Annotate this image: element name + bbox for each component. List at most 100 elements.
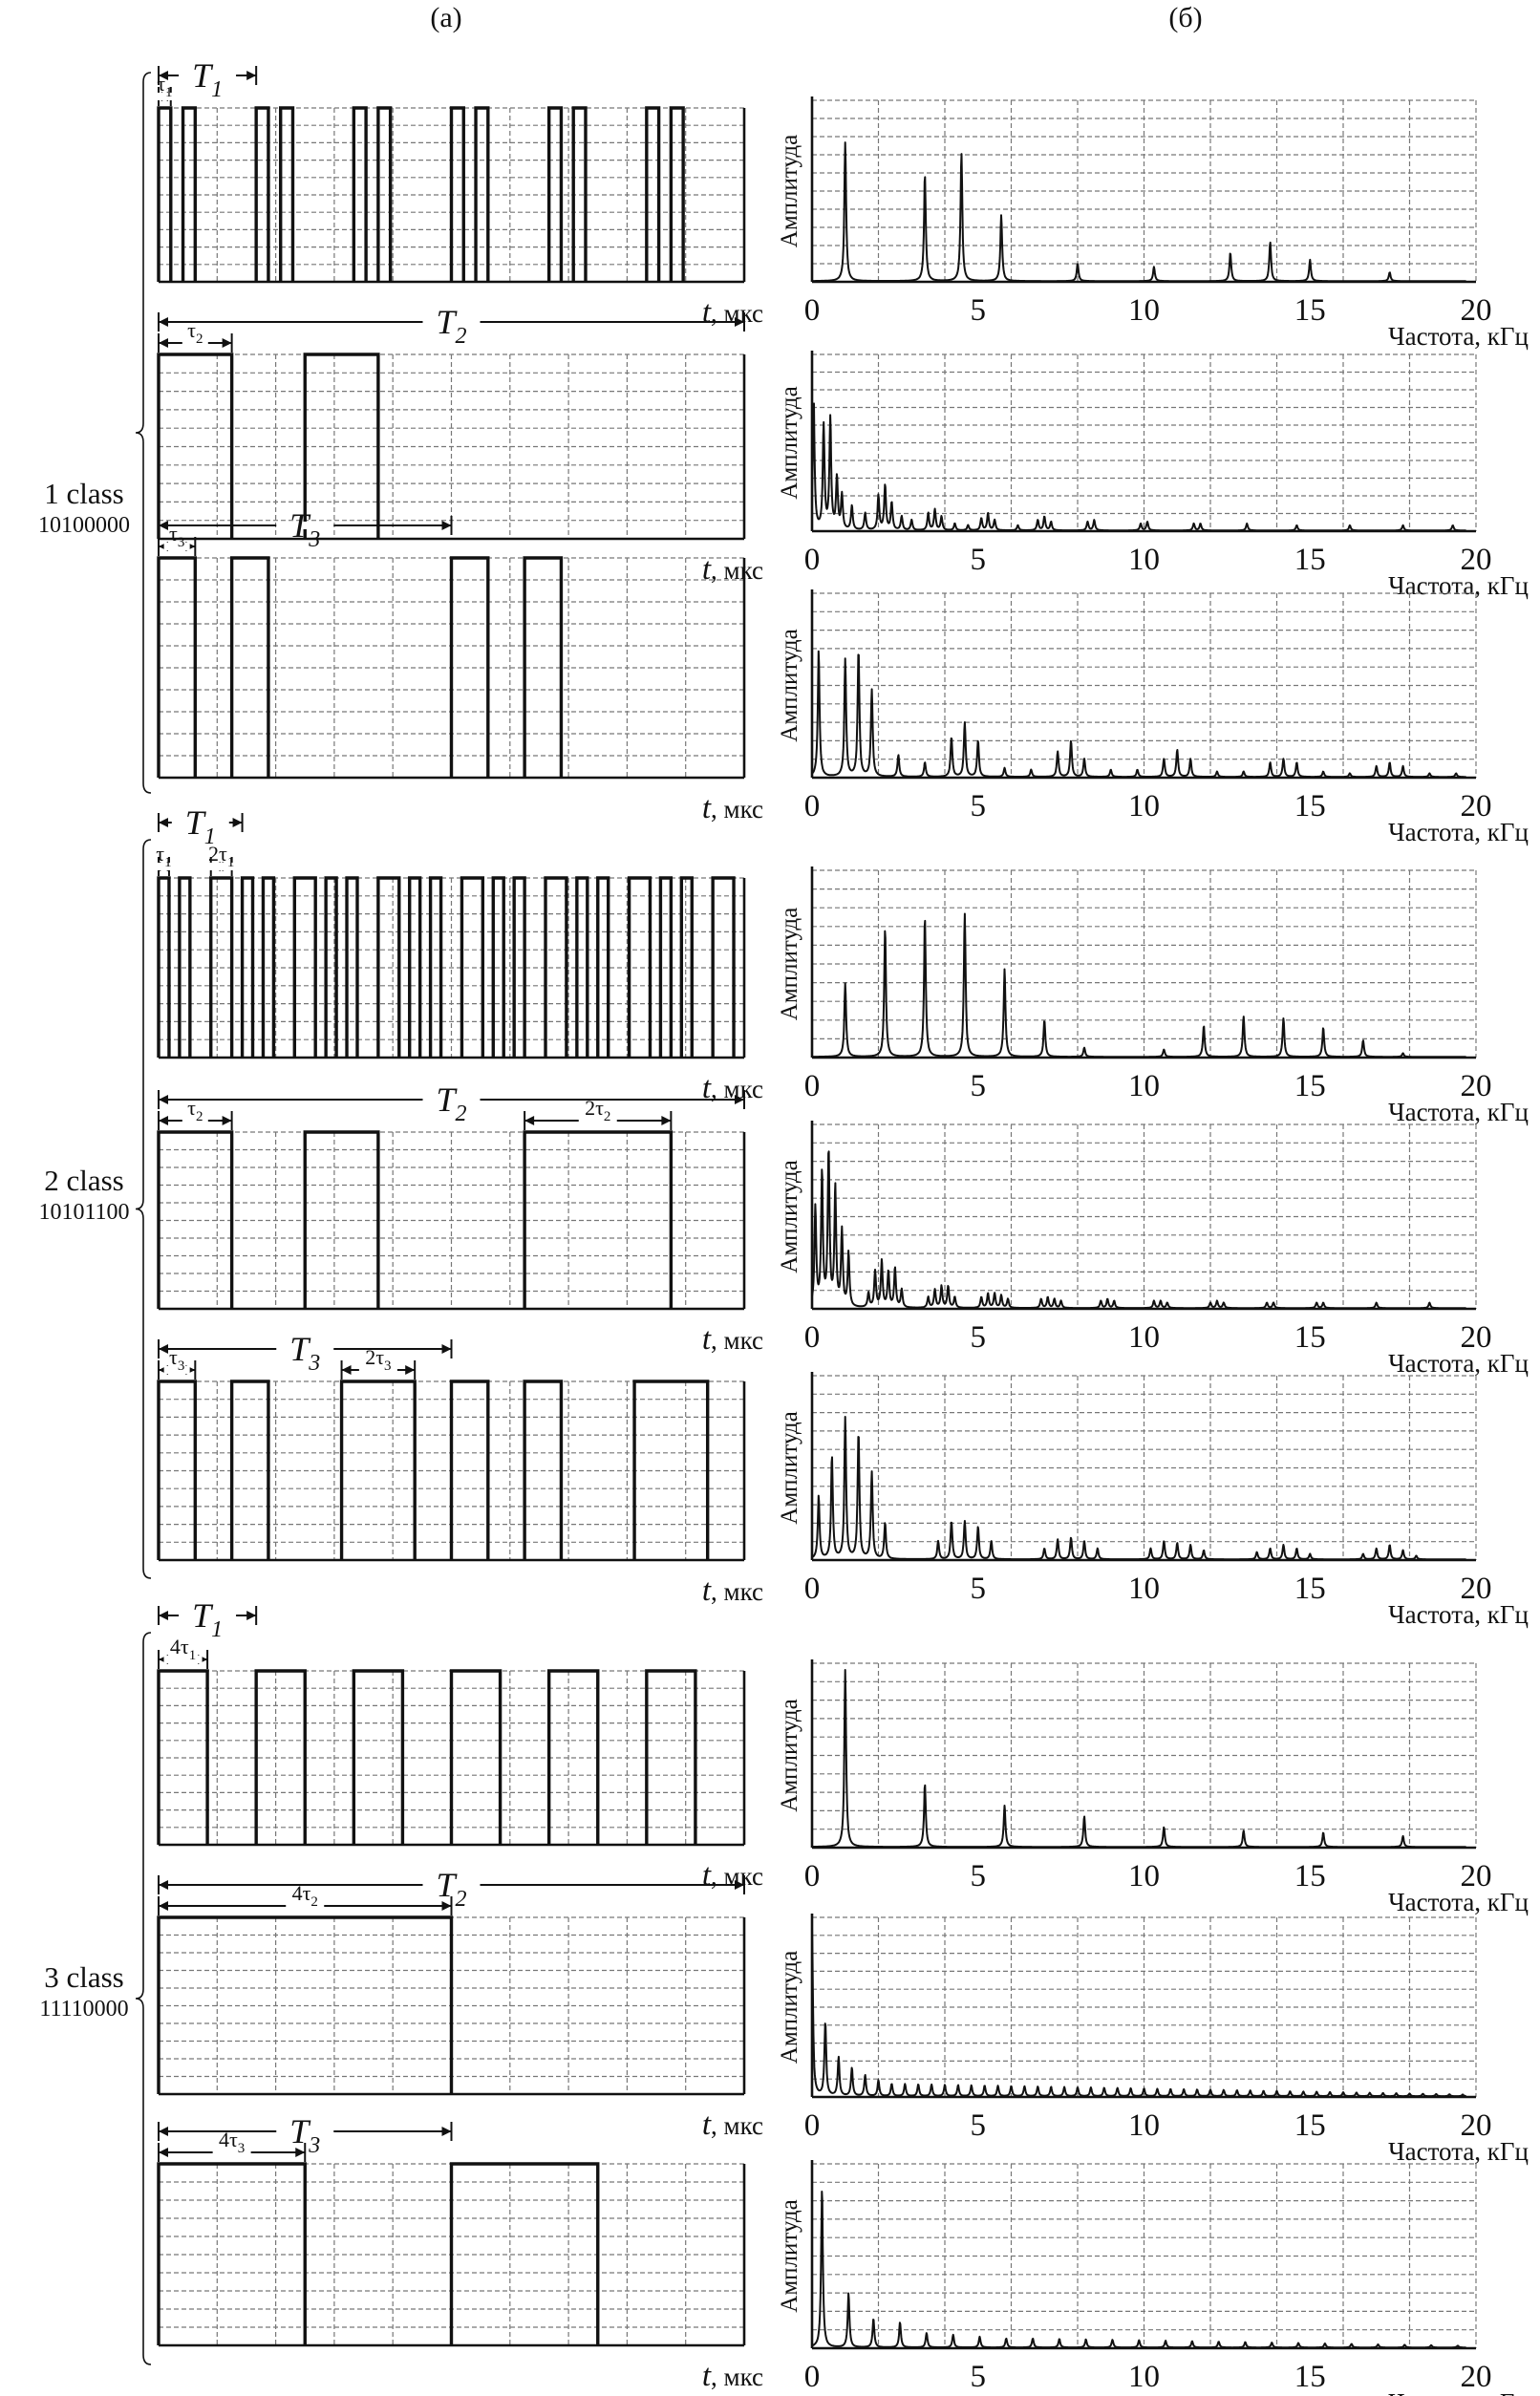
x-axis-label: Частота, кГц bbox=[1388, 1888, 1529, 1916]
pulse-train bbox=[157, 1130, 674, 1309]
time-axis-label: t, мкс bbox=[702, 1858, 763, 1893]
time-var: t bbox=[702, 1071, 712, 1105]
arrow-head bbox=[159, 818, 168, 827]
arrow-head bbox=[246, 1611, 257, 1620]
label-bg bbox=[163, 1656, 203, 1663]
dimension-label-main: 2τ bbox=[585, 1096, 604, 1120]
dimension-label-main: τ bbox=[157, 72, 165, 96]
x-tick-label: 10 bbox=[1128, 789, 1160, 824]
x-tick-label: 15 bbox=[1294, 1859, 1326, 1893]
arrow-head bbox=[341, 1365, 352, 1375]
time-axis-label: t, мкс bbox=[702, 2107, 763, 2142]
time-axis-label: t, мкс bbox=[702, 791, 763, 825]
arrow-head bbox=[159, 2148, 168, 2157]
label-bg bbox=[422, 318, 481, 326]
x-tick-label: 5 bbox=[971, 2108, 987, 2143]
label-bg bbox=[179, 72, 237, 79]
x-tick-label: 20 bbox=[1461, 1069, 1492, 1103]
dimension-label-sub: 3 bbox=[308, 1351, 320, 1376]
dimension-label-main: T bbox=[185, 803, 207, 842]
x-tick-label: 15 bbox=[1294, 1572, 1326, 1606]
x-tick-label: 5 bbox=[971, 1572, 987, 1606]
brace bbox=[135, 1632, 152, 2365]
dimension-label: 4τ2 bbox=[292, 1881, 318, 1910]
dimension-label-sub: 2 bbox=[456, 1887, 467, 1912]
dimension-label-main: T bbox=[192, 1596, 214, 1635]
label-bg bbox=[212, 2149, 251, 2156]
dimension-label: T1 bbox=[185, 803, 216, 849]
pulse-train bbox=[157, 106, 685, 282]
time-var: t bbox=[702, 1322, 712, 1357]
x-tick-label: 10 bbox=[1128, 1572, 1160, 1606]
class-label: 1 class bbox=[44, 477, 124, 510]
time-unit: , мкс bbox=[711, 2363, 763, 2391]
time-axis-label: t, мкс bbox=[702, 295, 763, 330]
time-var: t bbox=[702, 791, 712, 825]
dimension-label-main: 2τ bbox=[208, 842, 227, 866]
arrow-head bbox=[441, 2127, 452, 2136]
spectrum-line bbox=[811, 1928, 1467, 2098]
time-var: t bbox=[702, 2107, 712, 2142]
x-tick-label: 10 bbox=[1128, 2108, 1160, 2143]
spectrum-line bbox=[811, 912, 1467, 1059]
x-tick-label: 10 bbox=[1128, 543, 1160, 577]
label-bg bbox=[276, 2128, 334, 2135]
dimension-label: τ2 bbox=[187, 318, 203, 347]
dimension-label-sub: 2 bbox=[196, 1109, 203, 1124]
time-var: t bbox=[702, 2359, 712, 2393]
label-bg bbox=[182, 1117, 208, 1124]
dimension-label-main: T bbox=[289, 506, 311, 545]
x-axis-label: Частота, кГц bbox=[1388, 571, 1529, 600]
pulse-train bbox=[157, 1380, 710, 1560]
x-axis-label: Частота, кГц bbox=[1388, 1600, 1529, 1629]
arrow-head bbox=[735, 1095, 744, 1104]
dimension-label-sub: 2 bbox=[456, 324, 467, 349]
spectrum-line bbox=[811, 402, 1467, 532]
x-tick-label: 15 bbox=[1294, 293, 1326, 328]
label-bg bbox=[171, 819, 229, 826]
label-bg bbox=[150, 863, 177, 870]
dimension-label-main: 2τ bbox=[365, 1345, 384, 1369]
label-bg bbox=[163, 543, 190, 550]
label-bg bbox=[179, 1612, 237, 1619]
dimension-label: T3 bbox=[289, 1330, 320, 1376]
dimension-label-main: τ bbox=[187, 318, 196, 342]
arrow-head bbox=[159, 1095, 168, 1104]
x-tick-label: 10 bbox=[1128, 1859, 1160, 1893]
label-bg bbox=[182, 339, 208, 347]
pulse-train bbox=[157, 556, 564, 778]
arrow-head bbox=[524, 1116, 535, 1125]
y-axis-label: Амплитуда bbox=[777, 2199, 802, 2312]
arrow-head bbox=[441, 521, 452, 530]
time-var: t bbox=[702, 1858, 712, 1893]
y-axis-label: Амплитуда bbox=[777, 1951, 802, 2064]
dimension-label-main: 4τ bbox=[219, 2128, 238, 2151]
y-axis-label: Амплитуда bbox=[777, 1699, 802, 1811]
dimension-label: T1 bbox=[192, 56, 223, 102]
x-tick-label: 15 bbox=[1294, 2360, 1326, 2394]
x-tick-label: 0 bbox=[804, 293, 821, 328]
class-code: 11110000 bbox=[39, 1997, 128, 2022]
label-bg bbox=[422, 1881, 481, 1889]
dimension-label-sub: 2 bbox=[196, 332, 203, 347]
class-code: 10101100 bbox=[38, 1200, 129, 1225]
dimension-label: T3 bbox=[289, 506, 320, 552]
dimension-label-main: T bbox=[192, 56, 214, 95]
label-bg bbox=[163, 1366, 190, 1374]
spectrum-line bbox=[811, 1150, 1467, 1310]
x-tick-label: 20 bbox=[1461, 789, 1492, 824]
pulse-train bbox=[157, 353, 380, 539]
arrow-head bbox=[295, 2148, 306, 2157]
arrow-head bbox=[159, 1344, 168, 1354]
arrow-head bbox=[246, 71, 257, 80]
time-var: t bbox=[702, 295, 712, 330]
dimension-label-sub: 2 bbox=[604, 1109, 611, 1124]
